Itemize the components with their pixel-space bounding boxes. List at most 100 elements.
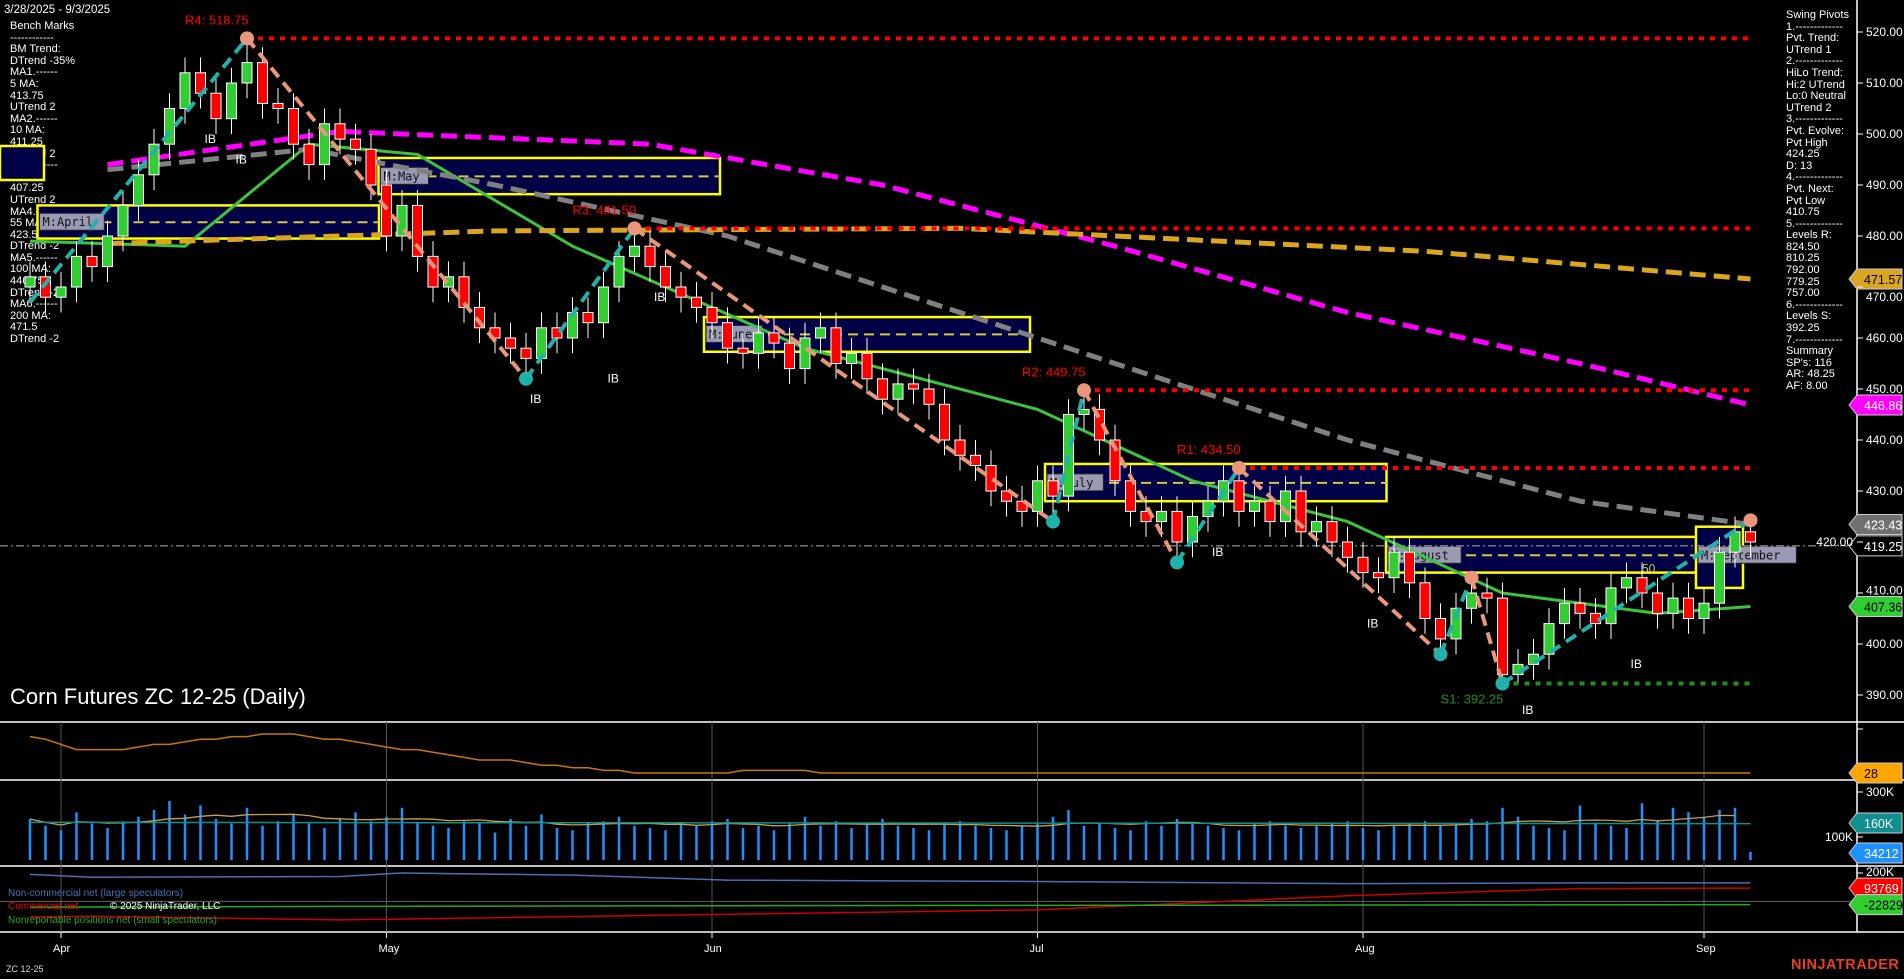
indicator-tag-bg [1848, 762, 1903, 784]
candle [1156, 510, 1167, 523]
level-label: R4: 518.75 [185, 12, 249, 27]
candle [737, 347, 749, 354]
legend-line: Pvt. Evolve: [1786, 124, 1845, 137]
candle [350, 138, 361, 150]
legend-line: 5.------------- [1786, 217, 1843, 230]
month-box-partial [0, 144, 46, 182]
month-box-label-bg [1046, 473, 1104, 492]
price-tag-bg [1848, 595, 1903, 617]
legend-line: 55 MA: [10, 217, 45, 230]
cot-tick-label: 200K [1866, 865, 1894, 879]
candle [1574, 602, 1586, 614]
legend-line: 413.75 [10, 89, 44, 102]
candle [784, 342, 795, 370]
swing-line [1051, 389, 1086, 523]
legend-line: 6.------------- [1786, 298, 1843, 311]
cot-tag-bg [1848, 894, 1903, 916]
level-label: R1: 434.50 [1177, 442, 1241, 457]
candle [1683, 597, 1694, 619]
candle [303, 143, 315, 166]
copyright: © 2025 NinjaTrader, LLC [110, 901, 221, 912]
candle [613, 255, 625, 288]
legend-line: 10 MA: [10, 124, 45, 137]
candle [768, 332, 780, 344]
swing-line [245, 37, 528, 381]
ib-marker: IB [1522, 703, 1533, 717]
legend-line: 2.------------- [1786, 55, 1843, 68]
candle [458, 276, 470, 308]
y-tick-label: 520.00 [1866, 25, 1903, 39]
candle [970, 454, 981, 466]
candle [753, 332, 764, 354]
y-tick-label: 410.00 [1866, 583, 1903, 597]
candle [536, 327, 547, 359]
legend-line: HiLo Trend: [1786, 66, 1843, 79]
candle [675, 286, 687, 298]
candle [691, 296, 702, 308]
symbol-label: ZC 12-25 [6, 964, 44, 974]
indicator-tag: 28 [1864, 767, 1878, 781]
candle [551, 327, 563, 339]
pivot-low-marker [1433, 647, 1448, 662]
price-tag-bg [1848, 514, 1903, 536]
candle [861, 352, 873, 380]
candle [40, 276, 51, 298]
candle [133, 174, 144, 206]
level-label: R3: 481.50 [573, 202, 637, 217]
cot-legend-nonreportable: Nonreportable positions net (small specu… [8, 915, 217, 926]
y-tick-label: 510.00 [1866, 76, 1903, 90]
candle [334, 123, 346, 140]
legend-line: 407.25 [10, 182, 44, 195]
volume-last-tag-bg [1848, 842, 1903, 864]
y-tick-label: 500.00 [1866, 127, 1903, 141]
candle [1280, 490, 1291, 523]
ib-marker: IB [608, 372, 619, 386]
legend-line: MA5.------ [10, 251, 58, 264]
y-tick-label: 430.00 [1866, 484, 1903, 498]
candle [846, 352, 857, 364]
candle [1388, 551, 1400, 579]
legend-line: Levels S: [1786, 310, 1832, 323]
legend-line: 757.00 [1786, 287, 1820, 300]
volume-tick-label: 300K [1866, 785, 1894, 799]
pivot-low-marker [1170, 555, 1184, 570]
legend-line: DTrend -2 [10, 286, 60, 299]
candle [985, 465, 997, 492]
cot-tag: -22829 [1864, 899, 1903, 913]
candle [1621, 577, 1632, 589]
candle [226, 82, 237, 120]
candle [1419, 582, 1431, 619]
candle [1357, 556, 1369, 574]
candle [102, 235, 113, 268]
ib-marker: IB [205, 132, 216, 146]
legend-line: DTrend -2 [10, 333, 60, 346]
candle [799, 337, 811, 370]
legend-line: Levels R: [1786, 229, 1832, 242]
y-tick-label: 480.00 [1866, 229, 1903, 243]
candle [1543, 623, 1555, 655]
pivot-low-marker [1046, 514, 1060, 529]
y-tick-label: 460.00 [1866, 331, 1903, 345]
candle [443, 276, 454, 288]
price-tag-bg [1848, 394, 1903, 416]
candle [1249, 500, 1260, 512]
candle [1171, 510, 1183, 543]
month-box-label-bg [39, 212, 105, 231]
price-tag: 423.43 [1864, 519, 1902, 533]
candle [257, 62, 268, 104]
legend-line: UTrend 2 [1786, 101, 1832, 114]
candle [381, 184, 392, 237]
swing-line [1237, 466, 1442, 656]
candle [319, 123, 330, 166]
y-tick-label: 470.00 [1866, 290, 1903, 304]
candle [1497, 597, 1508, 676]
candle [1652, 592, 1663, 614]
candle [923, 388, 935, 405]
moving-average-100ma [107, 128, 1752, 408]
legend-line: DTrend -2 [10, 240, 60, 253]
y-tick-label: 440.00 [1866, 433, 1903, 447]
candle [722, 322, 733, 349]
ib-marker: IB [654, 290, 665, 304]
chart-title: Corn Futures ZC 12-25 (Daily) [10, 684, 306, 709]
